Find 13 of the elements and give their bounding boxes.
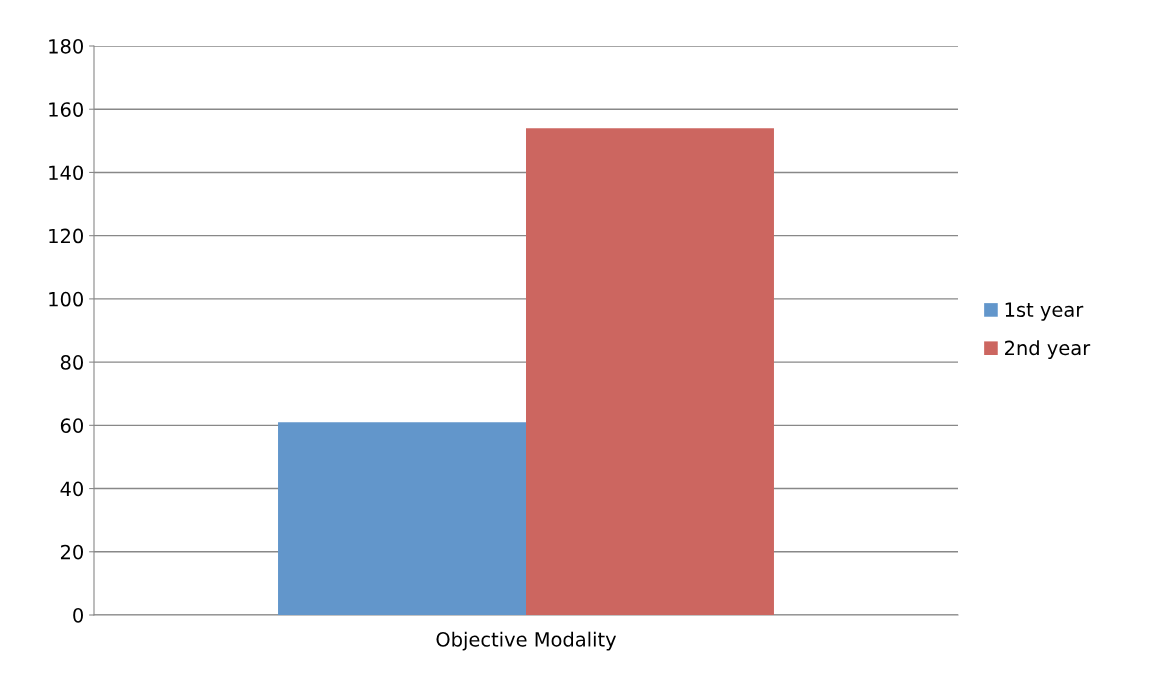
y-tick-label: 60 [60,418,83,433]
legend-label: 2nd year [1005,340,1091,360]
y-tick-label: 100 [49,291,83,307]
legend-label: 1st year [1005,302,1084,321]
x-tick-label: Objective Modality [436,631,617,651]
y-tick-label: 0 [73,607,83,623]
y-tick-label: 180 [49,38,83,54]
y-tick-label: 120 [49,228,83,244]
y-tick-label: 160 [49,102,83,117]
y-tick-label: 40 [60,481,83,497]
y-tick-label: 20 [60,544,83,560]
y-tick-label: 80 [60,355,83,370]
y-tick-label: 140 [49,165,83,181]
